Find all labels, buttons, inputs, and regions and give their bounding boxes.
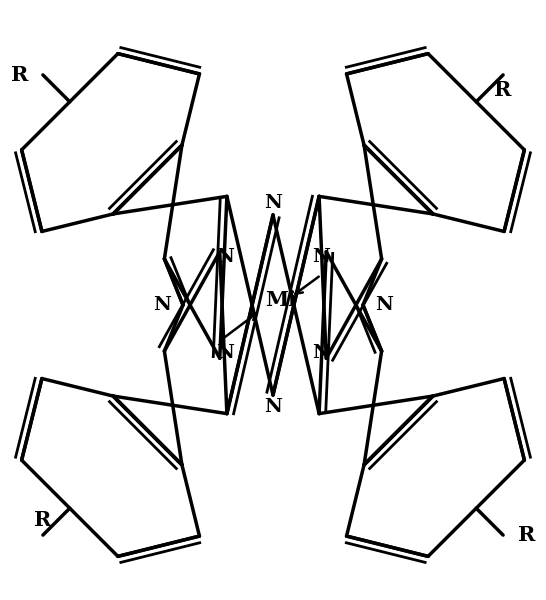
Text: N: N [153, 296, 171, 314]
Text: R: R [34, 510, 51, 530]
Text: N: N [216, 248, 234, 266]
Text: R: R [495, 80, 512, 100]
Text: N: N [375, 296, 393, 314]
Text: R: R [518, 525, 536, 545]
Text: N: N [264, 398, 282, 416]
Text: N: N [312, 248, 330, 266]
Text: N: N [264, 194, 282, 212]
Text: N: N [216, 344, 234, 362]
Text: Mi: Mi [265, 290, 296, 310]
Text: N: N [312, 344, 330, 362]
Text: R: R [10, 65, 28, 85]
